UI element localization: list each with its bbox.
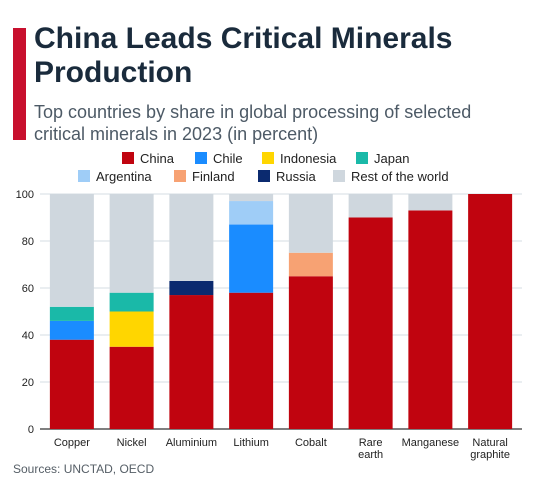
legend-swatch-argentina xyxy=(78,170,90,182)
y-tick-label: 20 xyxy=(22,377,34,389)
legend-swatch-finland xyxy=(174,170,186,182)
bar-nickel-indonesia xyxy=(109,311,154,347)
x-tick-label: Natural xyxy=(472,437,507,449)
legend-swatch-indonesia xyxy=(262,152,274,164)
bar-copper-chile xyxy=(49,320,94,340)
bar-lithium-rest-of-the-world xyxy=(229,194,274,202)
title-accent-bar xyxy=(13,28,26,140)
bar-rare-earth-rest-of-the-world xyxy=(348,194,393,218)
bar-aluminium-rest-of-the-world xyxy=(169,194,214,281)
legend-swatch-rest-of-the-world xyxy=(333,170,345,182)
legend-label-china: China xyxy=(140,151,175,166)
legend: China Chile Indonesia Japan Argentina Finland… xyxy=(78,151,449,184)
bar-aluminium-china xyxy=(169,295,214,429)
legend-label-finland: Finland xyxy=(192,169,235,184)
y-tick-label: 60 xyxy=(22,283,34,295)
bar-manganese-china xyxy=(408,210,453,429)
bar-cobalt-china xyxy=(288,276,333,429)
y-axis: 0 20 40 60 80 100 xyxy=(16,189,34,436)
bar-copper-china xyxy=(49,339,94,429)
bars xyxy=(49,194,513,429)
bar-nickel-china xyxy=(109,346,154,429)
bar-rare-earth-china xyxy=(348,217,393,429)
y-tick-label: 100 xyxy=(16,189,34,201)
bar-cobalt-finland xyxy=(288,252,333,277)
bar-nickel-rest-of-the-world xyxy=(109,194,154,293)
legend-swatch-japan xyxy=(356,152,368,164)
bar-copper-japan xyxy=(49,306,94,321)
source-note: Sources: UNCTAD, OECD xyxy=(13,462,155,476)
legend-label-rest-of-the-world: Rest of the world xyxy=(351,169,449,184)
x-tick-label: Nickel xyxy=(117,437,147,449)
legend-swatch-chile xyxy=(195,152,207,164)
bar-aluminium-russia xyxy=(169,280,214,296)
x-tick-label: Aluminium xyxy=(166,437,217,449)
bar-lithium-chile xyxy=(229,224,274,293)
y-tick-label: 80 xyxy=(22,236,34,248)
legend-label-indonesia: Indonesia xyxy=(280,151,337,166)
x-tick-label: Lithium xyxy=(233,437,268,449)
legend-swatch-russia xyxy=(258,170,270,182)
x-tick-label: earth xyxy=(358,449,383,461)
x-tick-label: graphite xyxy=(470,449,510,461)
bar-nickel-japan xyxy=(109,292,154,312)
bar-natural-graphite-china xyxy=(468,194,513,429)
bar-cobalt-rest-of-the-world xyxy=(288,194,333,253)
legend-label-argentina: Argentina xyxy=(96,169,152,184)
legend-label-japan: Japan xyxy=(374,151,409,166)
chart-subtitle: Top countries by share in global process… xyxy=(34,102,472,144)
x-tick-label: Rare xyxy=(359,437,383,449)
x-tick-label: Manganese xyxy=(402,437,460,449)
chart-title: China Leads Critical Minerals Production xyxy=(34,22,453,89)
y-tick-label: 0 xyxy=(28,424,34,436)
x-tick-label: Cobalt xyxy=(295,437,327,449)
bar-copper-rest-of-the-world xyxy=(49,194,94,307)
legend-swatch-china xyxy=(122,152,134,164)
y-tick-label: 40 xyxy=(22,330,34,342)
legend-label-chile: Chile xyxy=(213,151,243,166)
bar-lithium-china xyxy=(229,292,274,429)
x-tick-label: Copper xyxy=(54,437,90,449)
bar-lithium-argentina xyxy=(229,201,274,225)
x-axis: Copper Nickel Aluminium Lithium Cobalt Rareea… xyxy=(54,437,510,461)
bar-manganese-rest-of-the-world xyxy=(408,194,453,211)
legend-label-russia: Russia xyxy=(276,169,317,184)
